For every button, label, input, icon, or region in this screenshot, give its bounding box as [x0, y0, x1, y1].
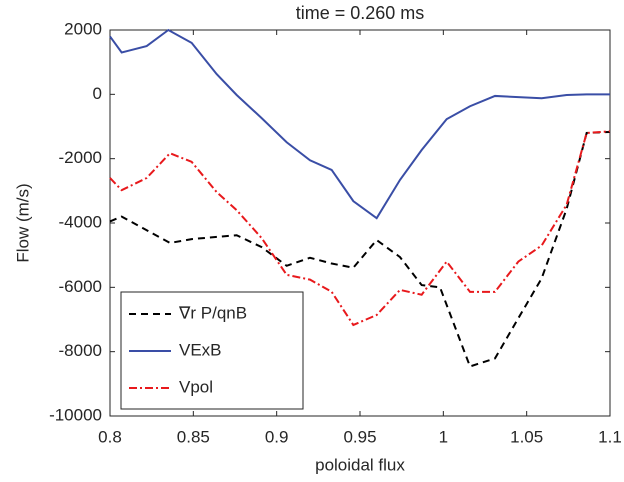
legend-label: ∇r P/qnB	[178, 303, 247, 322]
x-tick-label: 0.95	[343, 427, 376, 446]
y-tick-label: -2000	[59, 148, 102, 167]
chart-title: time = 0.260 ms	[296, 3, 425, 23]
x-tick-label: 1	[439, 427, 448, 446]
x-tick-label: 1.1	[598, 427, 622, 446]
legend-label: VExB	[179, 340, 222, 359]
series-line	[109, 130, 611, 368]
y-tick-label: -6000	[59, 277, 102, 296]
y-tick-label: -4000	[59, 212, 102, 231]
y-tick-label: -8000	[59, 341, 102, 360]
x-tick-label: 0.8	[98, 427, 122, 446]
x-tick-label: 0.85	[177, 427, 210, 446]
x-tick-label: 1.05	[510, 427, 543, 446]
y-tick-label: 0	[93, 84, 102, 103]
x-axis-label: poloidal flux	[315, 455, 405, 474]
legend-label: Vpol	[179, 377, 213, 396]
y-axis-label: Flow (m/s)	[13, 183, 32, 262]
x-tick-label: 0.9	[265, 427, 289, 446]
y-tick-label: 2000	[64, 19, 102, 38]
series-line	[109, 130, 611, 327]
series-line	[109, 28, 610, 220]
y-tick-label: -10000	[49, 405, 102, 424]
